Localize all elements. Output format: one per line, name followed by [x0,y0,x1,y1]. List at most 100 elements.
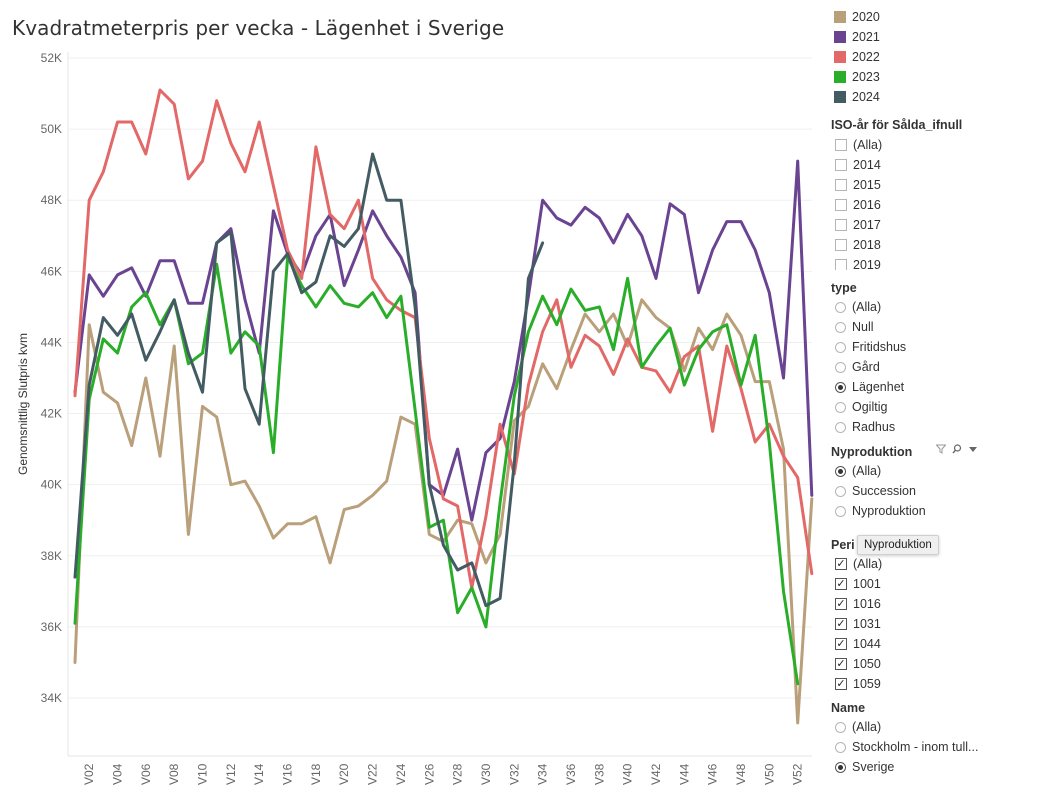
checkbox[interactable] [835,139,847,151]
option-label: 2014 [853,158,881,172]
radio-button[interactable] [835,341,846,353]
checkbox[interactable] [835,219,847,231]
option-label: 2017 [853,218,881,232]
option-label: 1001 [853,577,881,591]
radio-button[interactable] [835,401,846,413]
iso-year-option[interactable]: 2019 [835,256,881,270]
legend-swatch [834,91,846,103]
y-tick-label: 44K [41,335,62,349]
type-option-fritidshus[interactable]: Fritidshus [835,338,906,356]
legend-label: 2022 [852,50,880,64]
legend-item-2024[interactable]: 2024 [834,89,880,105]
name-option-stockholm[interactable]: Stockholm - inom tull... [835,738,978,756]
x-tick-label: V20 [337,763,351,785]
checkbox-checked[interactable]: ✓ [835,638,847,650]
checkbox-checked[interactable]: ✓ [835,658,847,670]
x-tick-label: V18 [309,763,323,785]
type-option-ogiltig[interactable]: Ogiltig [835,398,887,416]
x-tick-label: V12 [224,763,238,785]
name-option-sverige[interactable]: Sverige [835,758,894,776]
iso-year-option[interactable]: 2017 [835,216,881,234]
option-label: 1031 [853,617,881,631]
iso-year-filter-title: ISO-år för Sålda_ifnull [831,118,963,132]
radio-button-selected[interactable] [835,381,846,393]
x-tick-label: V32 [507,763,521,785]
radio-button-selected[interactable] [835,761,846,773]
legend-item-2023[interactable]: 2023 [834,69,880,85]
checkbox-checked[interactable]: ✓ [835,558,847,570]
period-option[interactable]: ✓ 1044 [835,635,881,653]
period-option[interactable]: ✓ 1016 [835,595,881,613]
radio-button[interactable] [835,505,846,517]
iso-year-filter-list[interactable]: (Alla) 2014 2015 2016 2017 2018 2019 [831,134,1031,270]
y-tick-label: 50K [41,122,62,136]
type-option-null[interactable]: Null [835,318,874,336]
type-option-radhus[interactable]: Radhus [835,418,895,436]
nyproduktion-option-nyproduktion[interactable]: Nyproduktion [835,502,926,520]
radio-button[interactable] [835,741,846,753]
option-label: 2016 [853,198,881,212]
x-tick-label: V14 [252,763,266,785]
period-option[interactable]: ✓ 1001 [835,575,881,593]
iso-year-option[interactable]: 2014 [835,156,881,174]
checkbox[interactable] [835,259,847,270]
nyproduktion-option-alla[interactable]: (Alla) [835,462,881,480]
option-label: (Alla) [853,138,883,152]
radio-button[interactable] [835,361,846,373]
x-tick-label: V06 [139,763,153,785]
dropdown-caret-icon[interactable] [968,444,978,454]
period-option[interactable]: ✓ 1031 [835,615,881,633]
checkbox[interactable] [835,159,847,171]
nyproduktion-filter-title: Nyproduktion [831,445,913,459]
y-tick-label: 48K [41,193,62,207]
iso-year-option[interactable]: 2018 [835,236,881,254]
checkbox[interactable] [835,199,847,211]
checkbox[interactable] [835,179,847,191]
iso-year-option[interactable]: 2015 [835,176,881,194]
period-option[interactable]: ✓ (Alla) [835,555,882,573]
option-label: (Alla) [852,300,882,314]
radio-button-selected[interactable] [835,465,846,477]
filter-icon[interactable] [936,444,946,454]
x-tick-label: V36 [564,763,578,785]
name-filter-title: Name [831,701,866,715]
type-filter-title: type [831,281,857,295]
line-chart[interactable]: 34K 36K 38K 40K 42K 44K 46K 48K 50K 52K Genomsnitt… [0,0,830,794]
type-option-lagenhet[interactable]: Lägenhet [835,378,904,396]
x-tick-label: V34 [536,763,550,785]
checkbox-checked[interactable]: ✓ [835,598,847,610]
radio-button[interactable] [835,421,846,433]
x-tick-label: V08 [167,763,181,785]
y-tick-label: 42K [41,407,62,421]
checkbox-checked[interactable]: ✓ [835,578,847,590]
type-option-gard[interactable]: Gård [835,358,880,376]
option-label: Ogiltig [852,400,888,414]
radio-button[interactable] [835,321,846,333]
search-icon[interactable] [952,444,962,454]
legend-item-2020[interactable]: 2020 [834,9,880,25]
option-label: 2019 [853,258,881,270]
checkbox[interactable] [835,239,847,251]
legend-label: 2021 [852,30,880,44]
legend-swatch [834,31,846,43]
checkbox-checked[interactable]: ✓ [835,678,847,690]
period-filter-list[interactable]: ✓ (Alla) ✓ 1001 ✓ 1016 ✓ 1031 ✓ 1044 ✓ 1050 ✓ 1… [831,554,1031,692]
option-label: Sverige [852,760,895,774]
type-option-alla[interactable]: (Alla) [835,298,881,316]
iso-year-option[interactable]: 2016 [835,196,881,214]
radio-button[interactable] [835,485,846,497]
name-option-alla[interactable]: (Alla) [835,718,881,736]
radio-button[interactable] [835,301,846,313]
legend-item-2021[interactable]: 2021 [834,29,880,45]
nyproduktion-option-succession[interactable]: Succession [835,482,916,500]
x-tick-label: V48 [734,763,748,785]
x-tick-label: V22 [366,763,380,785]
legend-item-2022[interactable]: 2022 [834,49,880,65]
checkbox-checked[interactable]: ✓ [835,618,847,630]
radio-button[interactable] [835,721,846,733]
period-option[interactable]: ✓ 1050 [835,655,881,673]
option-label: (Alla) [853,557,883,571]
period-option[interactable]: ✓ 1059 [835,675,881,692]
y-tick-label: 52K [41,51,62,65]
iso-year-option[interactable]: (Alla) [835,136,882,154]
